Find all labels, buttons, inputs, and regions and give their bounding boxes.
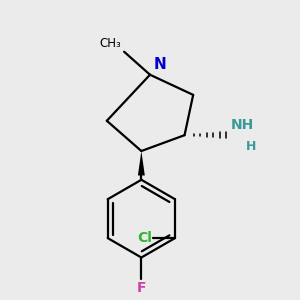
Text: Cl: Cl [137, 231, 152, 245]
Text: F: F [136, 281, 146, 296]
Text: CH₃: CH₃ [100, 37, 121, 50]
Text: H: H [246, 140, 256, 153]
Text: N: N [154, 57, 166, 72]
Text: NH: NH [231, 118, 254, 132]
Polygon shape [138, 151, 145, 176]
